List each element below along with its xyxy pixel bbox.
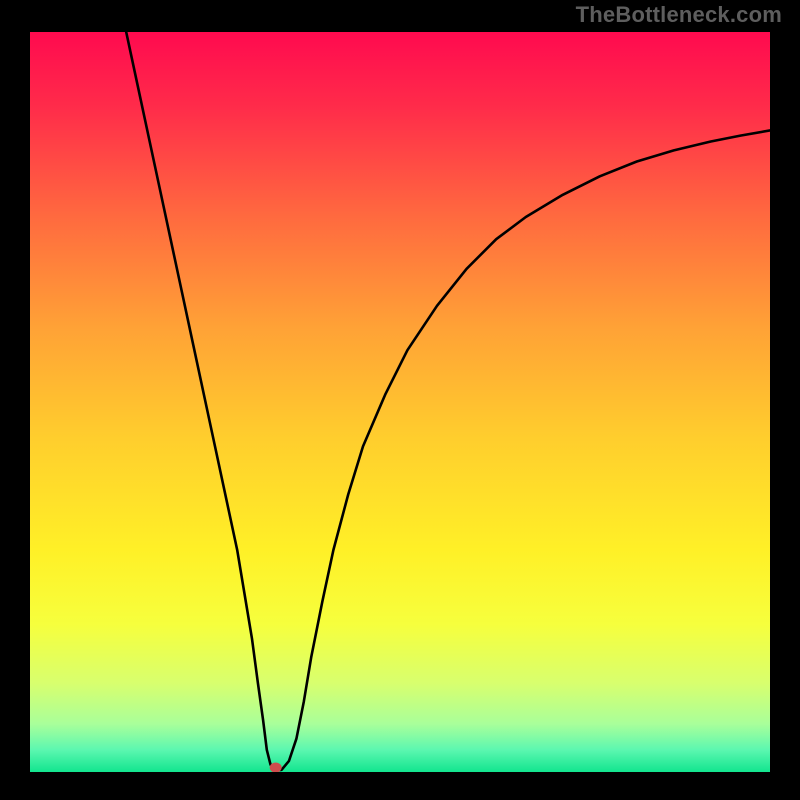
chart-frame: TheBottleneck.com <box>0 0 800 800</box>
plot-svg <box>30 32 770 772</box>
plot-area <box>30 32 770 772</box>
watermark-text: TheBottleneck.com <box>576 2 782 28</box>
gradient-background <box>30 32 770 772</box>
